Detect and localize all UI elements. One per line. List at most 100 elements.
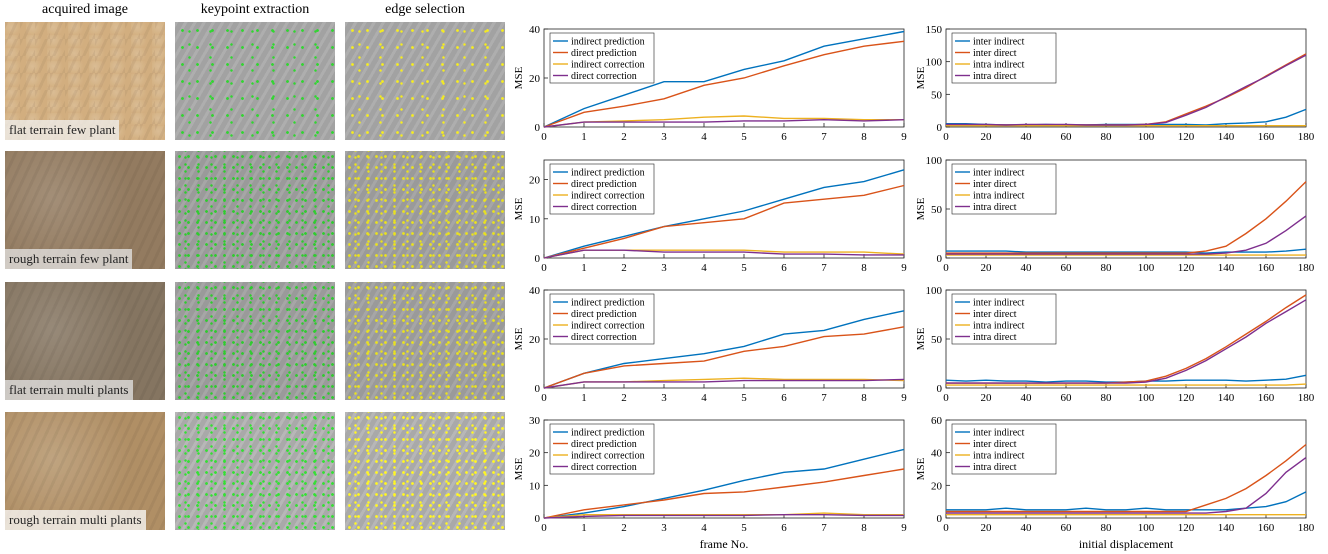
x-tick-label: 80 <box>1101 131 1113 143</box>
series-line <box>946 457 1307 514</box>
x-tick-label: 100 <box>1138 392 1155 404</box>
series-line <box>946 181 1307 254</box>
y-tick-label: 0 <box>937 513 943 525</box>
series-line <box>543 30 905 128</box>
y-tick-label: 50 <box>931 204 943 216</box>
x-tick-label: 7 <box>821 392 827 404</box>
x-tick-label: 0 <box>943 522 949 534</box>
series-line <box>543 448 905 519</box>
x-tick-label: 140 <box>1218 262 1235 274</box>
legend-label: indirect correction <box>571 451 645 462</box>
legend-label: intra indirect <box>973 451 1025 462</box>
y-tick-label: 40 <box>931 448 943 460</box>
y-tick-label: 0 <box>937 253 943 265</box>
x-tick-label: 120 <box>1178 392 1195 404</box>
y-tick-label: 10 <box>529 480 541 492</box>
x-tick-label: 0 <box>541 262 547 274</box>
x-tick-label: 1 <box>581 392 587 404</box>
x-tick-label: 0 <box>541 392 547 404</box>
x-tick-label: 100 <box>1138 262 1155 274</box>
y-axis-label: MSE <box>915 327 927 350</box>
legend-label: inter direct <box>973 48 1017 59</box>
y-tick-label: 0 <box>535 513 541 525</box>
x-tick-label: 4 <box>701 392 707 404</box>
y-tick-label: 40 <box>529 285 541 297</box>
legend-label: indirect correction <box>571 60 645 71</box>
x-tick-label: 60 <box>1061 262 1073 274</box>
x-tick-label: 5 <box>741 522 747 534</box>
series-line <box>543 184 905 259</box>
legend-label: direct correction <box>571 71 637 82</box>
x-axis-label: initial displacement <box>1079 537 1174 551</box>
x-tick-label: 40 <box>1021 262 1033 274</box>
x-tick-label: 3 <box>661 522 667 534</box>
x-tick-label: 20 <box>981 522 993 534</box>
x-tick-label: 100 <box>1138 131 1155 143</box>
y-axis-label: MSE <box>513 66 525 89</box>
photo <box>345 412 505 530</box>
x-tick-label: 40 <box>1021 131 1033 143</box>
legend-label: intra direct <box>973 462 1017 473</box>
y-tick-label: 50 <box>931 89 943 101</box>
x-tick-label: 0 <box>541 131 547 143</box>
x-tick-label: 0 <box>943 392 949 404</box>
x-tick-label: 60 <box>1061 522 1073 534</box>
series-line <box>946 299 1307 384</box>
x-tick-label: 0 <box>943 262 949 274</box>
x-tick-label: 40 <box>1021 392 1033 404</box>
series-line <box>543 514 904 519</box>
legend-label: direct correction <box>571 202 637 213</box>
x-tick-label: 160 <box>1258 131 1275 143</box>
x-tick-label: 7 <box>821 131 827 143</box>
x-tick-label: 20 <box>981 392 993 404</box>
x-tick-label: 60 <box>1061 392 1073 404</box>
x-tick-label: 5 <box>741 392 747 404</box>
y-axis-label: MSE <box>513 327 525 350</box>
y-tick-label: 20 <box>529 73 541 85</box>
legend-label: indirect prediction <box>571 37 645 48</box>
x-tick-label: 180 <box>1298 131 1315 143</box>
column-header: acquired image <box>42 2 128 17</box>
x-tick-label: 160 <box>1258 392 1275 404</box>
x-tick-label: 1 <box>581 262 587 274</box>
x-tick-label: 140 <box>1218 522 1235 534</box>
x-tick-label: 6 <box>781 262 787 274</box>
row-label: flat terrain multi plants <box>5 380 133 400</box>
y-tick-label: 0 <box>535 122 541 134</box>
x-tick-label: 6 <box>781 131 787 143</box>
row-label: flat terrain few plant <box>5 120 120 140</box>
series-line <box>543 249 904 259</box>
x-tick-label: 100 <box>1138 522 1155 534</box>
y-tick-label: 20 <box>529 175 541 187</box>
photo <box>345 22 505 140</box>
legend-label: inter direct <box>973 309 1017 320</box>
x-tick-label: 2 <box>621 131 627 143</box>
x-tick-label: 160 <box>1258 522 1275 534</box>
y-tick-label: 20 <box>529 448 541 460</box>
column-header: keypoint extraction <box>200 2 310 17</box>
x-tick-label: 3 <box>661 392 667 404</box>
x-tick-label: 5 <box>741 131 747 143</box>
y-axis-label: MSE <box>915 197 927 220</box>
x-tick-label: 140 <box>1218 392 1235 404</box>
photo <box>175 412 335 530</box>
series-line <box>543 169 905 259</box>
y-axis-label: MSE <box>513 197 525 220</box>
y-tick-label: 100 <box>926 155 943 167</box>
y-tick-label: 100 <box>926 57 943 69</box>
series-line <box>543 378 905 389</box>
y-tick-label: 0 <box>937 122 943 134</box>
series-line <box>543 40 905 128</box>
y-tick-label: 10 <box>529 214 541 226</box>
x-tick-label: 80 <box>1101 522 1113 534</box>
x-tick-label: 160 <box>1258 262 1275 274</box>
legend-label: intra indirect <box>973 60 1025 71</box>
y-axis-label: MSE <box>915 66 927 89</box>
x-tick-label: 7 <box>821 522 827 534</box>
photo <box>175 282 335 400</box>
series-line <box>543 310 905 389</box>
y-tick-label: 50 <box>931 334 943 346</box>
series-line <box>946 54 1307 126</box>
column-header: edge selection <box>385 2 465 17</box>
